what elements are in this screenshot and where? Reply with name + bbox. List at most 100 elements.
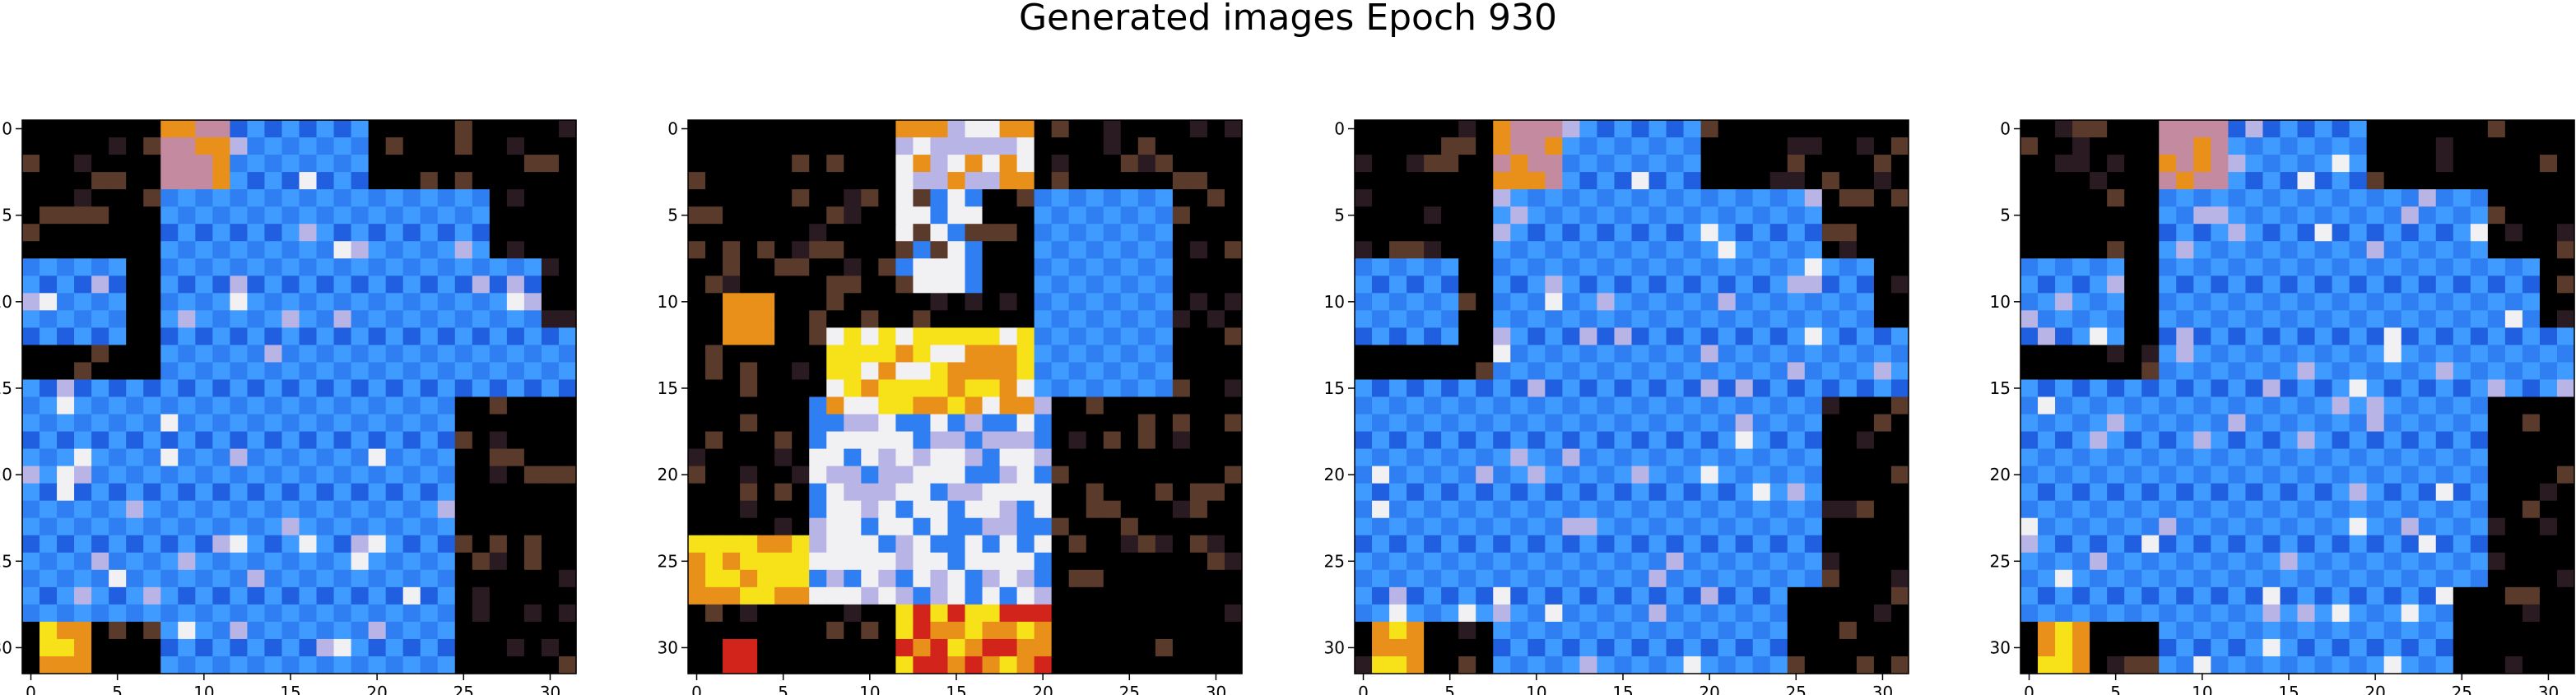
- pixel-cell: [74, 224, 92, 242]
- pixel-cell: [1890, 379, 1909, 398]
- pixel-cell: [212, 137, 230, 155]
- pixel-cell: [1666, 466, 1685, 484]
- pixel-cell: [2453, 137, 2471, 155]
- pixel-cell: [826, 483, 844, 502]
- pixel-cell: [705, 206, 723, 225]
- pixel-cell: [1804, 137, 1823, 155]
- pixel-cell: [1137, 172, 1156, 190]
- pixel-cell: [809, 362, 827, 381]
- pixel-cell: [1804, 656, 1823, 674]
- pixel-cell: [143, 189, 161, 207]
- pixel-cell: [861, 517, 879, 536]
- pixel-cell: [965, 206, 983, 225]
- pixel-cell: [454, 604, 473, 623]
- pixel-cell: [2332, 414, 2350, 433]
- pixel-cell: [1683, 552, 1702, 571]
- pixel-cell: [2453, 569, 2471, 588]
- pixel-cell: [1666, 656, 1685, 674]
- pixel-cell: [1103, 448, 1122, 467]
- pixel-cell: [1821, 224, 1840, 242]
- pixel-cell: [1597, 189, 1616, 207]
- pixel-cell: [2539, 258, 2558, 276]
- pixel-cell: [1086, 379, 1104, 398]
- pixel-cell: [2383, 483, 2402, 502]
- pixel-cell: [878, 327, 896, 346]
- pixel-cell: [2107, 517, 2125, 536]
- pixel-cell: [1424, 448, 1442, 467]
- pixel-cell: [1579, 621, 1598, 640]
- pixel-cell: [861, 137, 879, 155]
- pixel-cell: [22, 586, 40, 605]
- pixel-cell: [2228, 327, 2247, 346]
- pixel-cell: [2401, 310, 2420, 328]
- pixel-cell: [1873, 258, 1892, 276]
- pixel-cell: [2262, 535, 2281, 554]
- pixel-cell: [212, 638, 230, 657]
- pixel-cell: [40, 137, 58, 155]
- pixel-cell: [2280, 448, 2299, 467]
- pixel-cell: [385, 569, 404, 588]
- x-tick-label: 5: [1444, 683, 1455, 695]
- pixel-cell: [757, 638, 775, 657]
- pixel-cell: [2332, 569, 2350, 588]
- pixel-cell: [2332, 483, 2350, 502]
- pixel-cell: [385, 189, 404, 207]
- pixel-cell: [913, 172, 932, 190]
- pixel-cell: [1735, 345, 1754, 364]
- pixel-cell: [1890, 517, 1909, 536]
- pixel-cell: [1718, 604, 1737, 623]
- pixel-cell: [506, 276, 525, 294]
- pixel-cell: [264, 345, 283, 364]
- pixel-cell: [2228, 258, 2247, 276]
- pixel-cell: [757, 414, 775, 433]
- pixel-cell: [1648, 535, 1667, 554]
- pixel-cell: [126, 552, 144, 571]
- pixel-cell: [541, 206, 560, 225]
- pixel-cell: [74, 500, 92, 519]
- pixel-cell: [2072, 310, 2090, 328]
- pixel-cell: [299, 224, 318, 242]
- pixel-cell: [264, 638, 283, 657]
- pixel-cell: [1120, 137, 1139, 155]
- pixel-cell: [1372, 293, 1390, 311]
- pixel-cell: [965, 517, 983, 536]
- pixel-cell: [2193, 327, 2211, 346]
- pixel-cell: [316, 431, 335, 450]
- pixel-cell: [91, 552, 109, 571]
- pixel-cell: [1839, 448, 1858, 467]
- pixel-cell: [22, 362, 40, 381]
- pixel-cell: [558, 500, 577, 519]
- pixel-cell: [2090, 638, 2108, 657]
- pixel-cell: [195, 345, 213, 364]
- pixel-cell: [2280, 483, 2299, 502]
- pixel-cell: [895, 155, 914, 173]
- pixel-cell: [1189, 621, 1208, 640]
- pixel-cell: [2055, 293, 2073, 311]
- pixel-cell: [1424, 535, 1442, 554]
- pixel-cell: [2141, 241, 2160, 259]
- pixel-cell: [1648, 638, 1667, 657]
- pixel-cell: [1355, 172, 1373, 190]
- pixel-cell: [1527, 621, 1546, 640]
- pixel-cell: [402, 206, 421, 225]
- pixel-cell: [2522, 137, 2541, 155]
- pixel-cell: [1086, 569, 1104, 588]
- pixel-cell: [1735, 241, 1754, 259]
- pixel-cell: [1873, 120, 1892, 138]
- pixel-cell: [1873, 293, 1892, 311]
- pixel-cell: [2435, 258, 2454, 276]
- pixel-cell: [2124, 310, 2142, 328]
- pixel-cell: [1631, 155, 1650, 173]
- pixel-cell: [2176, 310, 2194, 328]
- pixel-cell: [1034, 206, 1053, 225]
- y-tick-label: 15: [1324, 378, 1345, 398]
- pixel-cell: [2262, 137, 2281, 155]
- pixel-cell: [757, 535, 775, 554]
- pixel-cell: [2228, 431, 2247, 450]
- pixel-cell: [195, 483, 213, 502]
- pixel-cell: [1545, 396, 1563, 415]
- pixel-cell: [1683, 155, 1702, 173]
- pixel-cell: [2504, 137, 2523, 155]
- pixel-cell: [2349, 241, 2368, 259]
- pixel-cell: [1735, 604, 1754, 623]
